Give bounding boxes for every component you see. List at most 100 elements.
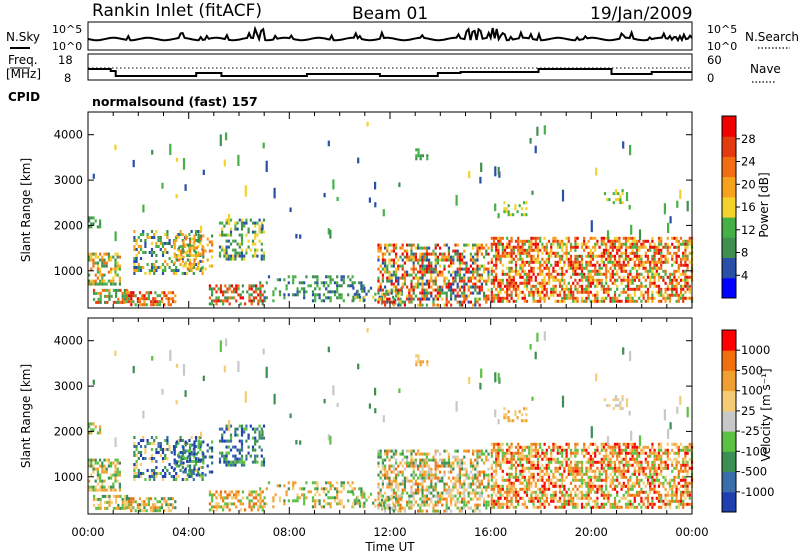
- data-cell: [330, 496, 332, 499]
- data-cell: [452, 489, 454, 492]
- data-cell: [240, 508, 242, 511]
- data-cell: [149, 251, 151, 254]
- data-cell: [500, 282, 502, 285]
- data-cell: [563, 503, 565, 506]
- data-cell: [242, 502, 244, 505]
- data-cell: [384, 450, 386, 453]
- data-cell: [406, 259, 408, 262]
- data-cell: [99, 486, 101, 489]
- data-cell: [448, 459, 450, 462]
- data-cell: [90, 462, 92, 465]
- data-cell: [519, 267, 521, 270]
- data-cell: [263, 437, 265, 440]
- data-cell: [625, 258, 627, 261]
- data-cell: [234, 252, 236, 255]
- data-cell: [592, 264, 594, 267]
- data-cell: [140, 463, 142, 466]
- data-cell: [485, 283, 487, 286]
- data-cell: [242, 296, 244, 299]
- data-cell: [588, 291, 590, 294]
- data-cell: [419, 507, 421, 510]
- data-cell: [424, 462, 426, 465]
- data-cell: [559, 255, 561, 258]
- data-cell: [673, 294, 675, 297]
- data-cell: [101, 277, 103, 280]
- data-cell: [209, 493, 211, 496]
- data-cell: [610, 252, 612, 255]
- data-cell: [508, 276, 510, 279]
- data-cell: [583, 449, 585, 452]
- data-cell: [406, 456, 408, 459]
- data-cell: [386, 250, 388, 253]
- colorbar-swatch: [722, 177, 736, 198]
- data-cell: [255, 284, 257, 287]
- data-cell: [533, 497, 535, 500]
- data-cell: [581, 497, 583, 500]
- data-cell: [579, 285, 581, 288]
- data-cell: [164, 466, 166, 469]
- data-cell: [446, 259, 448, 262]
- data-cell: [316, 481, 318, 484]
- data-cell: [638, 297, 640, 300]
- data-cell: [463, 244, 465, 247]
- data-cell: [594, 246, 596, 249]
- data-cell: [404, 262, 406, 265]
- data-cell: [382, 486, 384, 489]
- data-cell: [508, 479, 510, 482]
- data-cell: [552, 288, 554, 291]
- nave-label: Nave: [750, 62, 781, 76]
- data-cell: [446, 292, 448, 295]
- data-cell: [535, 491, 537, 494]
- data-cell: [493, 449, 495, 452]
- data-cell: [502, 297, 504, 300]
- data-cell: [395, 280, 397, 283]
- data-cell: [391, 283, 393, 286]
- data-cell: [361, 496, 363, 499]
- data-cell: [173, 475, 175, 478]
- data-cell: [629, 300, 631, 303]
- data-cell: [621, 267, 623, 270]
- data-cell: [430, 295, 432, 298]
- data-cell: [219, 255, 221, 258]
- data-cell: [566, 243, 568, 246]
- data-cell: [517, 464, 519, 467]
- data-cell: [570, 243, 572, 246]
- data-cell: [618, 246, 620, 249]
- data-cell: [171, 260, 173, 263]
- data-cell: [524, 240, 526, 243]
- data-cell: [132, 500, 134, 503]
- data-cell: [406, 253, 408, 256]
- data-cell: [495, 458, 497, 461]
- data-cell: [404, 480, 406, 483]
- data-cell: [476, 265, 478, 268]
- data-cell: [504, 461, 506, 464]
- data-cell: [349, 484, 351, 487]
- data-cell: [461, 277, 463, 280]
- data-cell: [220, 284, 222, 287]
- data-cell: [384, 295, 386, 298]
- data-cell: [689, 243, 691, 246]
- data-cell: [524, 467, 526, 470]
- data-cell: [472, 489, 474, 492]
- data-cell: [219, 452, 221, 455]
- data-cell: [577, 479, 579, 482]
- data-cell: [259, 499, 261, 502]
- data-cell: [410, 462, 412, 465]
- data-cell: [347, 490, 349, 493]
- data-cell: [535, 464, 537, 467]
- data-cell: [502, 494, 504, 497]
- data-cell: [472, 286, 474, 289]
- data-cell: [487, 501, 489, 504]
- data-cell: [380, 289, 382, 292]
- data-cell: [148, 291, 150, 294]
- data-cell: [197, 436, 199, 439]
- data-cell: [643, 294, 645, 297]
- data-cell: [446, 301, 448, 304]
- data-cell: [341, 484, 343, 487]
- data-cell: [417, 450, 419, 453]
- data-cell: [468, 277, 470, 280]
- data-cell: [612, 300, 614, 303]
- data-cell: [643, 246, 645, 249]
- data-cell: [377, 465, 379, 468]
- data-cell: [443, 280, 445, 283]
